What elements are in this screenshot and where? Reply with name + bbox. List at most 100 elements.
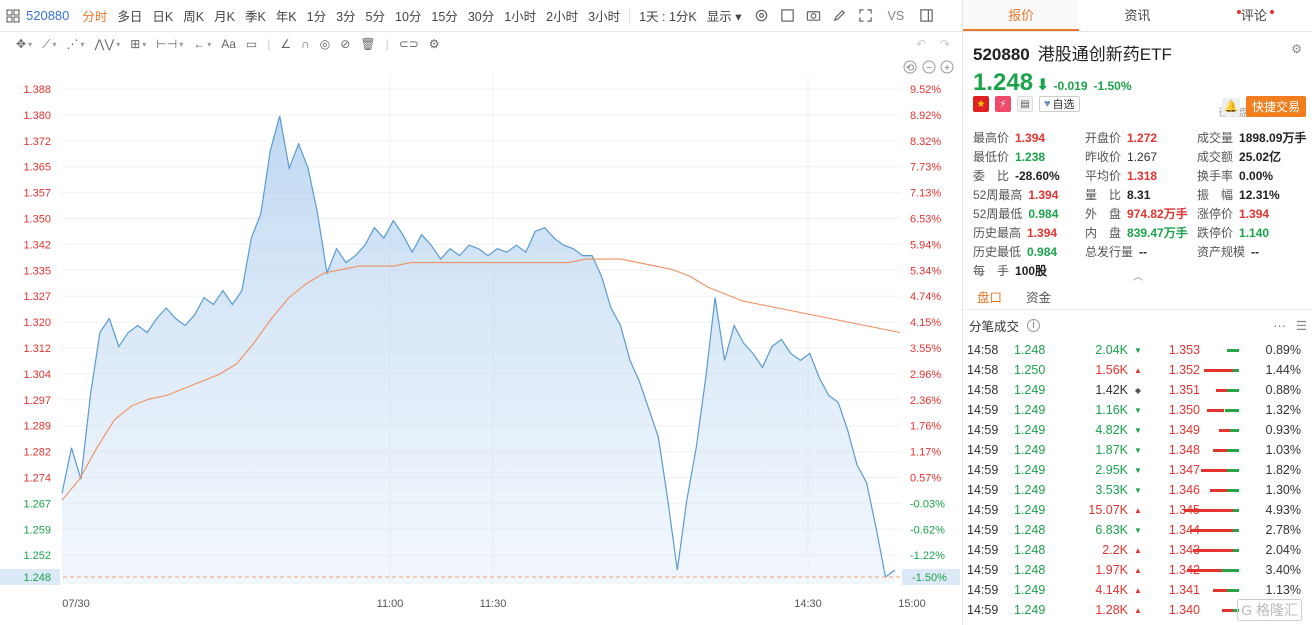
- redo-icon[interactable]: ↷: [940, 37, 951, 51]
- panel-toggle-icon[interactable]: [917, 7, 935, 25]
- tab-quote[interactable]: 报价: [963, 0, 1080, 31]
- undo-icon[interactable]: ↶: [916, 37, 927, 51]
- tab-pankou[interactable]: 盘口: [977, 291, 1003, 305]
- settings-icon[interactable]: [753, 7, 771, 25]
- axis-labels: 1.388 9.52% 1.380 8.92% 1.372 8.32% 1.365 7.73%…: [0, 84, 960, 610]
- bell-icon[interactable]: 🔔: [1221, 97, 1240, 116]
- period-12[interactable]: 30分: [467, 10, 495, 24]
- ray-tool-icon[interactable]: ⋰ ▾: [66, 37, 85, 51]
- period-15[interactable]: 3小时: [588, 10, 621, 24]
- period-1[interactable]: 多日: [117, 10, 143, 24]
- period-9[interactable]: 5分: [365, 10, 385, 24]
- display-menu[interactable]: 显示 ▾: [706, 10, 742, 24]
- zoom-in-icon[interactable]: [940, 60, 954, 74]
- tab-news[interactable]: 资讯: [1079, 0, 1242, 31]
- lightning-icon[interactable]: ⚡: [995, 96, 1011, 112]
- reset-icon[interactable]: [903, 60, 917, 74]
- tick-price: 1.248: [1014, 563, 1046, 577]
- period-11[interactable]: 15分: [431, 10, 458, 24]
- quick-trade-button[interactable]: 快捷交易: [1245, 96, 1306, 117]
- stat-cell: 外 盘 974.82万手: [1085, 205, 1197, 222]
- period-14[interactable]: 2小时: [546, 10, 579, 24]
- stat-value: 12.31%: [1239, 188, 1280, 202]
- tick-ratio-bar: [1181, 509, 1239, 512]
- direction-icon: ▲: [1134, 585, 1142, 595]
- pen-icon[interactable]: [831, 7, 849, 25]
- more-icon[interactable]: ⋯: [1273, 318, 1286, 333]
- stat-cell: 成交量 1898.09万手: [1197, 129, 1309, 146]
- tick-ratio-bar: [1181, 409, 1239, 412]
- fullscreen-icon[interactable]: [857, 7, 875, 25]
- tick-time: 14:59: [967, 563, 999, 577]
- stats-row: 历史最高 1.394 内 盘 839.47万手 跌停价 1.140: [973, 223, 1309, 242]
- tick-ref-price: 1.347: [1168, 463, 1200, 477]
- line-tool-icon[interactable]: ⟋ ▾: [42, 36, 57, 51]
- document-icon[interactable]: ▤: [1017, 96, 1033, 112]
- period-0[interactable]: 分时: [82, 10, 108, 24]
- camera-icon[interactable]: [805, 7, 823, 25]
- tick-volume: 2.2K: [1102, 543, 1128, 557]
- add-favorite-button[interactable]: ♥ 自选: [1039, 96, 1080, 112]
- stats-row: 52周最高 1.394 量 比 8.31 振 幅 12.31%: [973, 185, 1309, 204]
- pct-tick-label: 4.74%: [910, 291, 941, 303]
- collapse-icon[interactable]: ︿: [1133, 272, 1143, 283]
- compare-button[interactable]: VS: [887, 8, 905, 23]
- tick-time: 14:58: [967, 343, 999, 357]
- price-tick-label: 1.267: [23, 498, 51, 510]
- tick-price: 1.249: [1014, 443, 1046, 457]
- ruler-icon[interactable]: ∠: [280, 37, 292, 51]
- trash-icon[interactable]: 🗑: [360, 37, 376, 51]
- tick-row: 14:59 1.248 1.97K ▲ 1.342 3.40%: [967, 560, 1309, 580]
- eye-icon[interactable]: ◎: [319, 37, 331, 51]
- stats-row: 最低价 1.238 昨收价 1.267 成交额 25.02亿: [973, 147, 1309, 166]
- comment-icon[interactable]: ▭: [245, 37, 258, 51]
- arrow-tool-icon[interactable]: ← ▾: [193, 37, 212, 51]
- period-8[interactable]: 3分: [336, 10, 356, 24]
- stat-value: 1.318: [1127, 169, 1158, 183]
- tick-time: 14:58: [967, 383, 999, 397]
- zoom-out-icon[interactable]: [922, 60, 936, 74]
- tab-comments[interactable]: 评论: [1196, 0, 1312, 31]
- gear-icon[interactable]: ⚙: [1291, 42, 1302, 56]
- current-pct-label: -1.50%: [912, 572, 947, 584]
- period-6[interactable]: 年K: [275, 10, 297, 24]
- period-3[interactable]: 周K: [183, 10, 205, 24]
- period-5[interactable]: 季K: [244, 10, 266, 24]
- period-2[interactable]: 日K: [152, 10, 174, 24]
- tick-time: 14:59: [967, 583, 999, 597]
- period-7[interactable]: 1分: [306, 10, 327, 24]
- chart-controls: ⟲ − +: [903, 60, 954, 74]
- draw-settings-icon[interactable]: ⚙: [428, 37, 440, 51]
- current-price-tag: [0, 569, 60, 586]
- direction-icon: ▼: [1134, 465, 1142, 475]
- stat-label: 涨停价: [1197, 207, 1234, 221]
- price-tick-label: 1.289: [23, 421, 51, 433]
- hide-icon[interactable]: ⊘: [340, 37, 351, 51]
- tab-capital[interactable]: 资金: [1026, 291, 1052, 305]
- period-list: 分时 多日 日K 周K 月K 季K 年K 1分 3分 5分 10分 15分 30分 1小时 2小时 3小时: [77, 6, 625, 25]
- stock-code-label[interactable]: 520880: [26, 8, 70, 23]
- period-13[interactable]: 1小时: [504, 10, 537, 24]
- pct-tick-label: 6.53%: [910, 214, 941, 226]
- divider: |: [267, 37, 271, 51]
- grid-icon[interactable]: [4, 7, 22, 25]
- list-icon[interactable]: ☰: [1295, 318, 1307, 333]
- fib-tool-icon[interactable]: ⊞ ▾: [130, 37, 147, 51]
- magnet-icon[interactable]: ∩: [301, 37, 310, 51]
- day-select[interactable]: 1天 : 1分K: [639, 10, 697, 24]
- intraday-chart[interactable]: 1.388 9.52% 1.380 8.92% 1.372 8.32% 1.365 7.73%…: [0, 56, 962, 625]
- text-tool-icon[interactable]: Aa: [221, 37, 236, 51]
- china-flag-icon: ★: [973, 96, 989, 112]
- wave-tool-icon[interactable]: ⋀⋁ ▾: [94, 37, 121, 51]
- price-tick-label: 1.282: [23, 447, 51, 459]
- chart-canvas[interactable]: 1.388 9.52% 1.380 8.92% 1.372 8.32% 1.365 7.73%…: [0, 56, 962, 625]
- link-icon[interactable]: ⊂⊃: [398, 37, 419, 51]
- period-10[interactable]: 10分: [395, 10, 422, 24]
- range-tool-icon[interactable]: ⊢⊣ ▾: [156, 37, 184, 51]
- period-4[interactable]: 月K: [214, 10, 235, 24]
- stat-label: 外 盘: [1085, 207, 1122, 221]
- layout-icon[interactable]: [779, 7, 797, 25]
- move-icon[interactable]: ✥ ▾: [16, 37, 33, 51]
- info-icon[interactable]: i: [1027, 318, 1041, 332]
- tick-ref-price: 1.353: [1168, 343, 1200, 357]
